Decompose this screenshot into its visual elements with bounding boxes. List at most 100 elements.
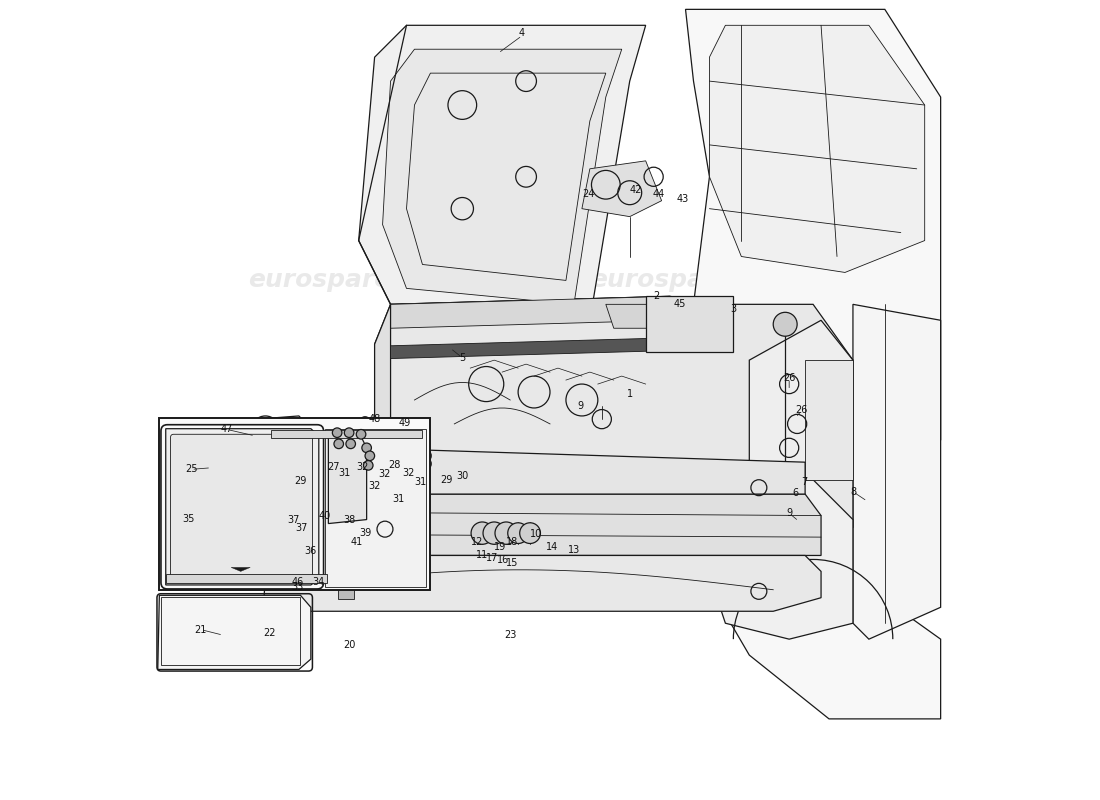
- Circle shape: [408, 458, 421, 470]
- Text: 41: 41: [351, 537, 363, 547]
- Text: 31: 31: [415, 477, 427, 487]
- Text: 48: 48: [368, 414, 381, 424]
- Polygon shape: [710, 480, 852, 639]
- Text: 14: 14: [547, 542, 559, 553]
- Circle shape: [356, 438, 369, 450]
- Text: eurospares: eurospares: [248, 484, 406, 508]
- Text: 33: 33: [292, 582, 304, 592]
- Circle shape: [376, 441, 389, 454]
- Circle shape: [519, 522, 540, 543]
- Text: eurospares: eurospares: [591, 484, 749, 508]
- Circle shape: [386, 453, 399, 466]
- Polygon shape: [710, 26, 925, 273]
- Text: 37: 37: [287, 514, 299, 525]
- Text: 10: 10: [530, 529, 542, 539]
- Text: 2: 2: [653, 290, 659, 301]
- Circle shape: [344, 428, 354, 438]
- Text: 30: 30: [456, 470, 469, 481]
- Polygon shape: [198, 444, 231, 498]
- Text: eurospares: eurospares: [248, 269, 406, 293]
- Text: 23: 23: [504, 630, 516, 640]
- Circle shape: [356, 450, 369, 462]
- Circle shape: [251, 416, 279, 445]
- Text: 1: 1: [627, 389, 632, 398]
- Polygon shape: [582, 161, 661, 217]
- Polygon shape: [231, 444, 805, 494]
- Polygon shape: [329, 432, 366, 523]
- Polygon shape: [359, 26, 646, 320]
- FancyBboxPatch shape: [170, 434, 312, 580]
- Text: 44: 44: [652, 189, 664, 198]
- Text: 46: 46: [292, 577, 304, 586]
- Text: 29: 29: [295, 475, 307, 486]
- Text: 42: 42: [630, 185, 642, 194]
- Text: 26: 26: [783, 374, 795, 383]
- Polygon shape: [653, 10, 940, 719]
- Polygon shape: [231, 567, 250, 571]
- Polygon shape: [245, 416, 319, 456]
- Circle shape: [345, 439, 355, 449]
- Text: 19: 19: [494, 542, 507, 553]
- Circle shape: [397, 454, 409, 467]
- Polygon shape: [390, 338, 670, 358]
- Text: 6: 6: [792, 488, 799, 498]
- Circle shape: [483, 522, 505, 544]
- Text: 18: 18: [506, 537, 519, 547]
- Polygon shape: [606, 304, 734, 328]
- Bar: [160, 418, 430, 590]
- Text: 32: 32: [368, 481, 381, 491]
- Text: 39: 39: [359, 528, 371, 538]
- Circle shape: [471, 522, 494, 544]
- Text: 15: 15: [506, 558, 519, 568]
- Text: 32: 32: [378, 469, 392, 479]
- Polygon shape: [290, 430, 341, 484]
- Text: 7: 7: [801, 477, 807, 487]
- Text: 9: 9: [578, 401, 583, 410]
- Polygon shape: [749, 320, 852, 480]
- Text: 36: 36: [305, 546, 317, 557]
- Text: 11: 11: [476, 550, 488, 561]
- Text: 16: 16: [497, 555, 509, 566]
- Text: 26: 26: [795, 406, 808, 415]
- Text: 38: 38: [344, 514, 356, 525]
- Bar: [338, 589, 354, 599]
- Text: 45: 45: [674, 298, 686, 309]
- Text: 35: 35: [183, 514, 195, 524]
- Text: 8: 8: [850, 486, 856, 497]
- Circle shape: [334, 439, 343, 449]
- Polygon shape: [166, 574, 327, 583]
- Text: eurospares: eurospares: [591, 269, 749, 293]
- Text: 9: 9: [786, 508, 792, 518]
- Text: 4: 4: [519, 28, 525, 38]
- Text: 47: 47: [221, 425, 233, 434]
- Text: 49: 49: [399, 418, 411, 428]
- Text: 29: 29: [440, 474, 452, 485]
- Polygon shape: [375, 296, 852, 543]
- Text: 31: 31: [393, 494, 405, 504]
- Text: 31: 31: [338, 468, 351, 478]
- Polygon shape: [326, 429, 427, 587]
- Text: 12: 12: [471, 537, 483, 547]
- Circle shape: [376, 451, 389, 464]
- Polygon shape: [157, 595, 311, 670]
- Text: 17: 17: [486, 553, 498, 563]
- Text: 20: 20: [343, 640, 355, 650]
- Polygon shape: [852, 304, 940, 639]
- Text: 32: 32: [403, 468, 415, 478]
- Text: 3: 3: [730, 304, 736, 314]
- Polygon shape: [646, 296, 734, 352]
- Text: 24: 24: [582, 190, 594, 199]
- Polygon shape: [805, 360, 852, 480]
- Circle shape: [508, 522, 528, 543]
- Text: 22: 22: [263, 628, 276, 638]
- Circle shape: [418, 450, 431, 462]
- Text: 37: 37: [295, 522, 308, 533]
- Circle shape: [366, 439, 379, 452]
- Circle shape: [366, 448, 379, 461]
- Circle shape: [418, 458, 431, 470]
- Polygon shape: [383, 50, 621, 304]
- Polygon shape: [390, 296, 734, 328]
- Text: 25: 25: [185, 464, 198, 474]
- Text: 32: 32: [356, 462, 369, 472]
- Polygon shape: [390, 296, 725, 352]
